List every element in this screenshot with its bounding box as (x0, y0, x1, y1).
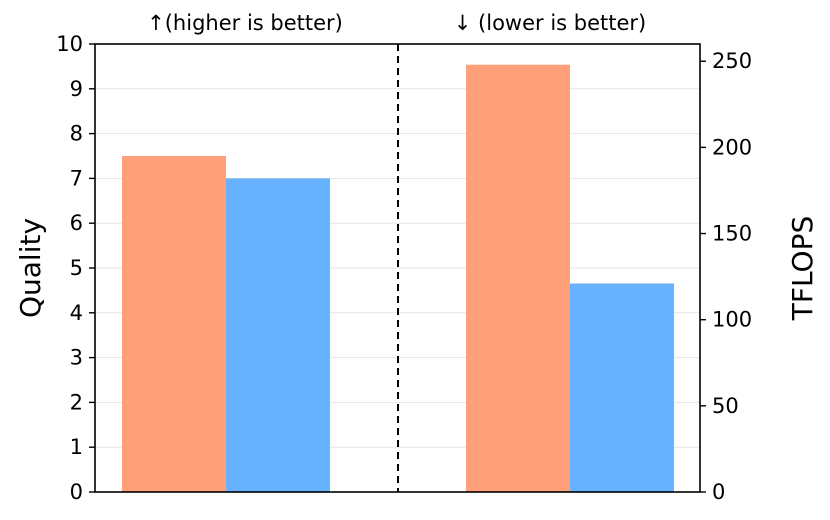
tflops-bar-2 (570, 283, 674, 492)
quality-bar-2 (226, 178, 330, 492)
left-axis-ticks: 0 1 2 3 4 5 6 7 8 9 10 (56, 32, 95, 504)
left-tick-label: 8 (70, 122, 83, 146)
right-axis-ticks: 0 50 100 150 200 250 (700, 49, 752, 504)
left-tick-label: 4 (70, 301, 83, 325)
right-tick-label: 200 (712, 135, 752, 159)
left-tick-label: 0 (70, 480, 83, 504)
right-tick-label: 250 (712, 49, 752, 73)
left-tick-label: 7 (70, 166, 83, 190)
left-tick-label: 1 (70, 435, 83, 459)
quality-bar-1 (122, 156, 226, 492)
left-tick-label: 3 (70, 346, 83, 370)
left-tick-label: 5 (70, 256, 83, 280)
left-tick-label: 9 (70, 77, 83, 101)
tflops-bar-1 (466, 64, 570, 492)
right-tick-label: 50 (712, 394, 739, 418)
annotation-lower-is-better: ↓ (lower is better) (454, 11, 646, 35)
right-tick-label: 100 (712, 308, 752, 332)
right-axis-title: TFLOPS (786, 216, 819, 322)
left-tick-label: 10 (56, 32, 83, 56)
right-tick-label: 150 (712, 222, 752, 246)
bars (122, 64, 674, 492)
left-tick-label: 2 (70, 390, 83, 414)
left-tick-label: 6 (70, 211, 83, 235)
annotation-higher-is-better: ↑(higher is better) (147, 11, 343, 35)
left-axis-title: Quality (14, 218, 47, 318)
right-tick-label: 0 (712, 480, 725, 504)
